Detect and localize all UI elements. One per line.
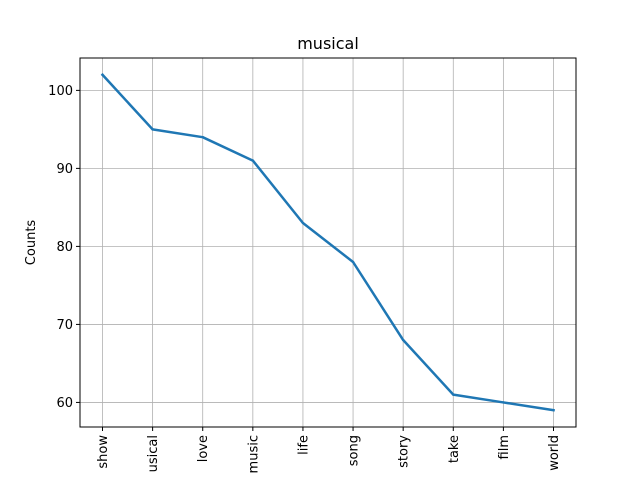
x-tick-label: show bbox=[96, 435, 111, 469]
data-point bbox=[201, 135, 204, 139]
plot-area bbox=[100, 73, 555, 412]
x-tick-label: love bbox=[196, 435, 211, 462]
data-point bbox=[401, 338, 405, 342]
y-tick-label: 100 bbox=[48, 84, 73, 99]
data-point bbox=[502, 401, 505, 404]
y-axis-label: Counts bbox=[24, 220, 39, 266]
grid bbox=[80, 58, 576, 427]
data-point bbox=[452, 393, 455, 396]
x-tick-label: story bbox=[397, 435, 412, 468]
y-tick-label: 70 bbox=[56, 318, 73, 333]
data-point bbox=[301, 221, 305, 225]
data-point bbox=[552, 409, 555, 412]
x-tick-label: usical bbox=[146, 435, 161, 472]
x-tick-label: film bbox=[497, 435, 512, 459]
y-tick-label: 60 bbox=[56, 396, 73, 411]
y-axis: 60 70 80 90 100 bbox=[48, 84, 80, 411]
x-tick-label: life bbox=[296, 435, 311, 455]
data-point bbox=[351, 260, 355, 264]
data-point bbox=[101, 73, 104, 76]
data-point bbox=[251, 159, 255, 162]
x-tick-label: world bbox=[547, 435, 562, 471]
axes-frame bbox=[79, 57, 577, 428]
x-axis: show usical love music life song story take film… bbox=[96, 427, 562, 473]
data-point bbox=[151, 128, 154, 131]
chart-title: musical bbox=[297, 34, 359, 53]
y-tick-label: 90 bbox=[56, 162, 73, 177]
x-tick-label: song bbox=[347, 435, 362, 466]
series-line bbox=[100, 73, 555, 412]
x-tick-label: music bbox=[246, 435, 261, 473]
y-tick-label: 80 bbox=[56, 240, 73, 255]
x-tick-label: take bbox=[447, 435, 462, 463]
